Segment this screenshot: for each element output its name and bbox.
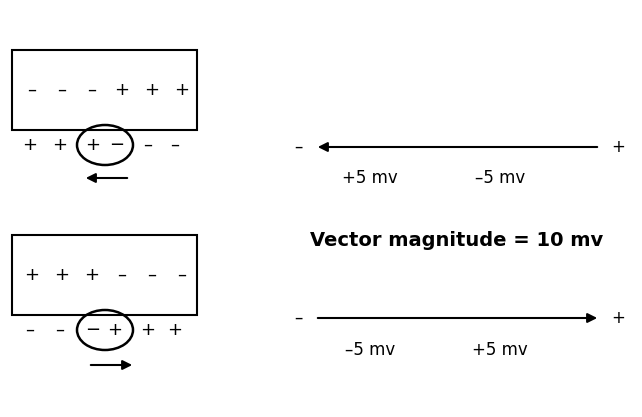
Text: +: + bbox=[168, 321, 182, 339]
Text: +: + bbox=[85, 136, 101, 154]
Text: –5 mv: –5 mv bbox=[475, 169, 525, 187]
Text: +: + bbox=[107, 321, 123, 339]
Text: –: – bbox=[58, 81, 67, 99]
Text: –: – bbox=[117, 266, 126, 284]
Bar bbox=[12, 235, 197, 315]
Text: +: + bbox=[55, 266, 69, 284]
Text: +: + bbox=[144, 81, 159, 99]
Text: +: + bbox=[175, 81, 189, 99]
Text: –5 mv: –5 mv bbox=[345, 341, 395, 359]
Text: −: − bbox=[109, 136, 125, 154]
Text: Vector magnitude = 10 mv: Vector magnitude = 10 mv bbox=[310, 231, 603, 249]
Text: −: − bbox=[85, 321, 101, 339]
Text: +: + bbox=[611, 138, 625, 156]
Text: +5 mv: +5 mv bbox=[342, 169, 398, 187]
Text: +: + bbox=[141, 321, 155, 339]
Text: –: – bbox=[144, 136, 153, 154]
Text: +: + bbox=[114, 81, 130, 99]
Text: +: + bbox=[22, 136, 37, 154]
Bar bbox=[12, 50, 197, 130]
Text: +: + bbox=[24, 266, 40, 284]
Text: –: – bbox=[28, 81, 37, 99]
Text: –: – bbox=[87, 81, 96, 99]
Text: +: + bbox=[611, 309, 625, 327]
Text: –: – bbox=[177, 266, 186, 284]
Text: –: – bbox=[55, 321, 64, 339]
Text: –: – bbox=[294, 309, 302, 327]
Text: +: + bbox=[53, 136, 67, 154]
Text: –: – bbox=[148, 266, 157, 284]
Text: –: – bbox=[171, 136, 180, 154]
Text: –: – bbox=[26, 321, 35, 339]
Text: +: + bbox=[85, 266, 100, 284]
Text: +5 mv: +5 mv bbox=[472, 341, 528, 359]
Text: –: – bbox=[294, 138, 302, 156]
